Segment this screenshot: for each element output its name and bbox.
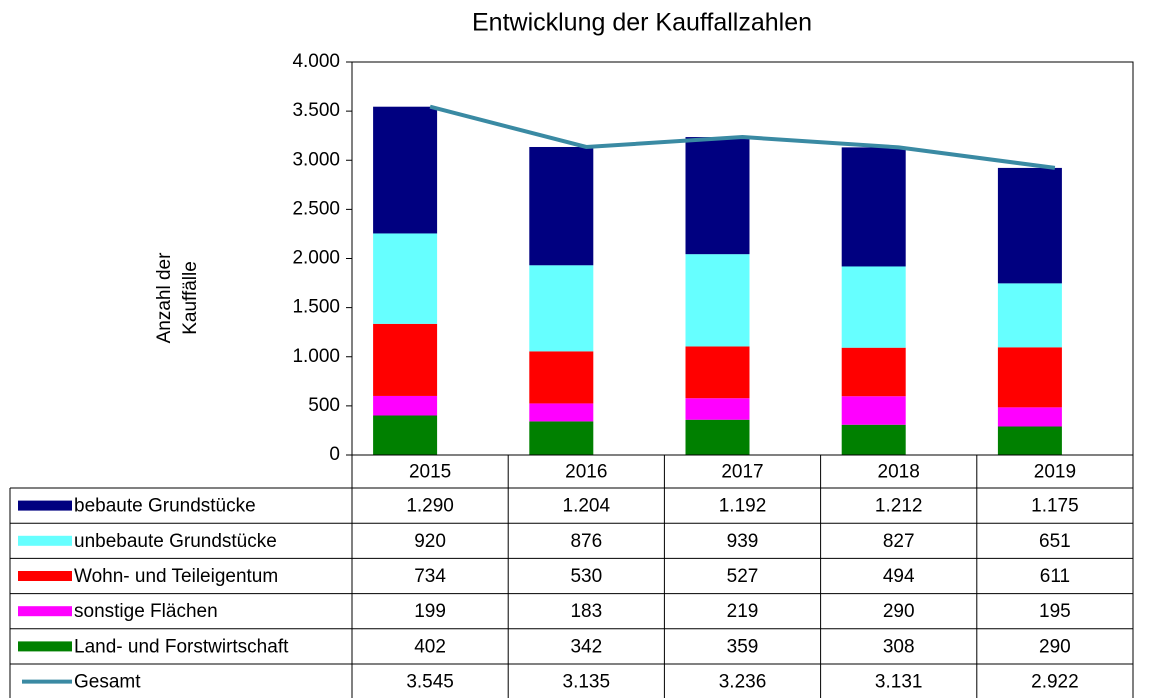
bar-segment (997, 167, 1062, 284)
table-value: 1.212 (875, 496, 923, 517)
y-axis-label-line: Kauffälle (180, 261, 201, 335)
table-value: 1.290 (406, 496, 454, 517)
bar-segment (841, 147, 906, 267)
bar-segment (529, 265, 594, 352)
legend-label: bebaute Grundstücke (74, 496, 256, 517)
legend-key (18, 571, 72, 581)
x-tick-label: 2015 (409, 462, 451, 483)
table-value: 530 (570, 566, 602, 587)
legend-label: sonstige Flächen (74, 601, 218, 622)
table-value: 219 (727, 601, 759, 622)
bar-segment (529, 146, 594, 266)
x-tick-label: 2016 (565, 462, 607, 483)
x-tick-label: 2018 (878, 462, 920, 483)
bar-segment (685, 137, 750, 255)
table-value: 3.135 (563, 672, 611, 693)
table-value: 3.545 (406, 672, 454, 693)
x-tick-label: 2019 (1034, 462, 1076, 483)
bar-segment (841, 424, 906, 455)
legend-label: Gesamt (74, 672, 141, 693)
bar-segment (685, 254, 750, 347)
bar-segment (373, 233, 438, 324)
table-value: 827 (883, 531, 915, 552)
chart-title: Entwicklung der Kauffallzahlen (472, 9, 812, 37)
bar-segment (373, 106, 438, 234)
y-tick-label: 2.000 (292, 248, 340, 269)
x-tick-label: 2017 (721, 462, 763, 483)
table-value: 290 (1039, 636, 1071, 657)
table-value: 183 (570, 601, 602, 622)
bar-segment (997, 283, 1062, 348)
table-value: 402 (414, 636, 446, 657)
y-axis-label: Anzahl der Kauffälle (154, 252, 201, 344)
table-value: 876 (570, 531, 602, 552)
y-tick-label: 3.000 (292, 149, 340, 170)
table-value: 527 (727, 566, 759, 587)
table-value: 2.922 (1031, 672, 1079, 693)
legend-label: Wohn- und Teileigentum (74, 566, 278, 587)
y-tick-label: 3.500 (292, 100, 340, 121)
y-tick-label: 1.500 (292, 297, 340, 318)
bar-segment (841, 347, 906, 397)
table-value: 359 (727, 636, 759, 657)
bar-segment (373, 415, 438, 455)
table-value: 3.236 (719, 672, 767, 693)
table-value: 734 (414, 566, 446, 587)
legend-key (18, 641, 72, 652)
legend-label: Land- und Forstwirtschaft (74, 636, 289, 657)
table-value: 651 (1039, 531, 1071, 552)
bar-segment (685, 346, 750, 399)
bar-segment (685, 419, 750, 455)
y-tick-label: 500 (308, 395, 340, 416)
bar-segment (529, 421, 594, 455)
table-value: 195 (1039, 601, 1071, 622)
y-tick-label: 0 (329, 444, 340, 465)
table-value: 290 (883, 601, 915, 622)
table-value: 308 (883, 636, 915, 657)
plot-frame (351, 61, 1134, 456)
table-value: 939 (727, 531, 759, 552)
bar-segment (685, 398, 750, 420)
table-value: 494 (883, 566, 915, 587)
legend-key (18, 500, 72, 511)
y-tick-label: 1.000 (292, 346, 340, 367)
bar-segment (841, 396, 906, 425)
bar-segment (997, 426, 1062, 455)
total-line (429, 104, 1056, 170)
y-axis-label-line: Anzahl der (154, 252, 175, 344)
table-value: 342 (570, 636, 602, 657)
bar-segment (997, 407, 1062, 427)
table-value: 920 (414, 531, 446, 552)
legend-key (18, 606, 72, 617)
table-value: 1.175 (1031, 496, 1079, 517)
y-tick-label: 4.000 (292, 51, 340, 72)
y-tick-label: 2.500 (292, 198, 340, 219)
table-value: 3.131 (875, 672, 923, 693)
bar-segment (373, 323, 438, 396)
bar-segment (841, 266, 906, 348)
table-value: 611 (1040, 566, 1070, 587)
bar-segment (373, 395, 438, 416)
bar-segment (529, 403, 594, 422)
table-value: 1.192 (719, 496, 767, 517)
table-value: 1.204 (563, 496, 611, 517)
table-value: 199 (414, 601, 446, 622)
bar-segment (997, 347, 1062, 408)
legend-label: unbebaute Grundstücke (74, 531, 277, 552)
legend-key (18, 535, 72, 546)
bar-segment (529, 351, 594, 404)
